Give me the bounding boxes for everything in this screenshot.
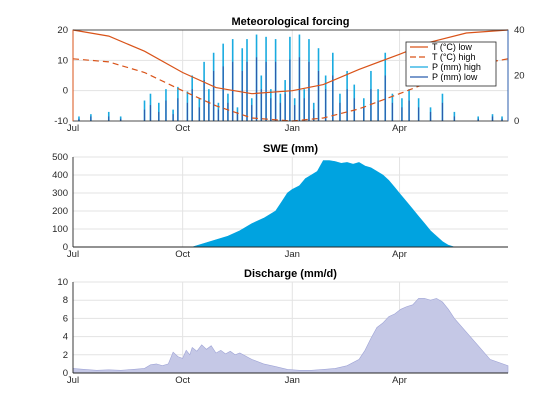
- y-tick-label: 0: [63, 368, 68, 379]
- y-tick-label: 4: [63, 332, 68, 343]
- legend-label: T (°C) high: [432, 52, 475, 62]
- x-tick-label: Jan: [285, 375, 300, 386]
- x-tick-label: Jul: [67, 375, 79, 386]
- legend-label: P (mm) low: [432, 72, 478, 82]
- area-fill: [73, 161, 508, 247]
- panel-title: Meteorological forcing: [232, 16, 350, 28]
- y-tick-label-left: 10: [57, 55, 68, 66]
- y-tick-label: 100: [52, 224, 68, 235]
- y-tick-label: 500: [52, 152, 68, 163]
- x-tick-label: Apr: [392, 123, 407, 134]
- area-fill: [73, 298, 508, 373]
- x-tick-label: Jan: [285, 123, 300, 134]
- y-tick-label: 0: [63, 242, 68, 253]
- x-tick-label: Oct: [175, 249, 190, 260]
- panel-title: Discharge (mm/d): [244, 268, 337, 280]
- x-tick-label: Apr: [392, 249, 407, 260]
- y-tick-label: 8: [63, 295, 68, 306]
- x-tick-label: Apr: [392, 375, 407, 386]
- y-tick-label-left: 20: [57, 25, 68, 36]
- x-tick-label: Jul: [67, 123, 79, 134]
- y-tick-label: 300: [52, 188, 68, 199]
- legend-label: P (mm) high: [432, 62, 481, 72]
- x-tick-label: Oct: [175, 375, 190, 386]
- y-tick-label-left: -10: [54, 116, 68, 127]
- panel-2: SWE (mm) Jul Oct Jan Apr 0 100 200 300 400 500: [52, 143, 508, 260]
- legend-label: T (°C) low: [432, 42, 472, 52]
- y-tick-label-right: 0: [514, 116, 519, 127]
- x-tick-label: Jul: [67, 249, 79, 260]
- panel-title: SWE (mm): [263, 143, 318, 155]
- y-tick-label: 10: [57, 277, 68, 288]
- y-tick-label-left: 0: [63, 86, 68, 97]
- y-tick-label: 2: [63, 350, 68, 361]
- y-tick-label: 200: [52, 206, 68, 217]
- panel-3: Discharge (mm/d) Jul Oct Jan Apr 0 2 4 6 8 10: [57, 268, 508, 386]
- panel-1: Meteorological forcing Jul Oct Jan Apr -10 0 10…: [54, 16, 524, 134]
- y-tick-label: 400: [52, 170, 68, 181]
- y-tick-label-right: 40: [514, 25, 525, 36]
- x-tick-label: Jan: [285, 249, 300, 260]
- y-tick-label-right: 20: [514, 71, 525, 82]
- x-tick-label: Oct: [175, 123, 190, 134]
- y-tick-label: 6: [63, 313, 68, 324]
